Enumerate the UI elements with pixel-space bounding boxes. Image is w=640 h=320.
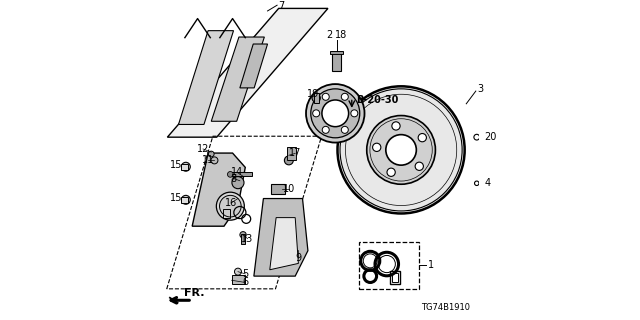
Bar (287, 147, 296, 160)
Text: 18: 18 (335, 30, 348, 40)
Bar (230, 172, 252, 176)
Circle shape (392, 122, 400, 130)
Bar (232, 275, 245, 284)
Circle shape (337, 86, 465, 213)
Circle shape (216, 192, 244, 220)
Bar (223, 209, 230, 218)
Circle shape (341, 126, 348, 133)
Circle shape (322, 100, 349, 127)
Circle shape (474, 181, 479, 186)
Circle shape (322, 126, 329, 133)
Circle shape (386, 135, 417, 165)
Polygon shape (179, 31, 234, 124)
Bar (359, 242, 419, 289)
Polygon shape (192, 153, 245, 226)
Text: 3: 3 (477, 84, 483, 94)
Text: 7: 7 (278, 1, 284, 11)
Circle shape (418, 133, 426, 142)
Polygon shape (270, 218, 298, 270)
Circle shape (211, 157, 218, 164)
Circle shape (306, 84, 365, 143)
Polygon shape (211, 37, 264, 121)
Circle shape (181, 196, 190, 204)
Circle shape (351, 110, 358, 117)
Text: 13: 13 (241, 234, 253, 244)
Text: 2: 2 (326, 30, 333, 40)
Text: TG74B1910: TG74B1910 (421, 303, 470, 312)
Text: 20: 20 (484, 132, 497, 142)
Circle shape (313, 110, 320, 117)
Circle shape (312, 94, 320, 102)
Text: 4: 4 (484, 178, 490, 188)
Polygon shape (168, 8, 328, 137)
Circle shape (341, 93, 348, 100)
Text: B-20-30: B-20-30 (356, 95, 399, 105)
Circle shape (284, 156, 293, 165)
Text: 12: 12 (197, 144, 209, 154)
Text: 5: 5 (242, 269, 248, 279)
Bar (271, 184, 285, 194)
Polygon shape (254, 198, 308, 276)
Circle shape (415, 162, 424, 171)
Bar (390, 271, 400, 284)
Text: 14: 14 (231, 167, 243, 178)
Bar (241, 234, 245, 244)
Circle shape (367, 116, 435, 184)
Circle shape (209, 151, 214, 157)
Text: 9: 9 (295, 253, 301, 263)
Text: 10: 10 (283, 184, 295, 194)
Polygon shape (240, 44, 268, 88)
Circle shape (240, 232, 246, 238)
Circle shape (181, 162, 190, 171)
Circle shape (234, 268, 241, 275)
Circle shape (220, 196, 241, 217)
Text: 8: 8 (230, 173, 237, 183)
Bar (181, 197, 188, 203)
Text: 16: 16 (225, 198, 237, 208)
Circle shape (322, 93, 329, 100)
Bar (330, 51, 343, 54)
Text: 11: 11 (202, 156, 214, 165)
Circle shape (372, 143, 381, 151)
Text: 15: 15 (170, 160, 182, 170)
Text: 19: 19 (307, 89, 319, 99)
Text: 1: 1 (428, 260, 433, 270)
Text: 6: 6 (242, 277, 248, 287)
Circle shape (232, 177, 244, 189)
Text: 15: 15 (170, 193, 182, 203)
Text: 17: 17 (289, 148, 301, 158)
Circle shape (227, 172, 233, 177)
Circle shape (474, 134, 479, 140)
Circle shape (387, 168, 396, 176)
Bar (392, 273, 397, 282)
Circle shape (311, 89, 360, 138)
Bar (181, 164, 188, 170)
Text: FR.: FR. (184, 288, 204, 298)
Bar (346, 106, 362, 122)
Bar (332, 53, 340, 71)
Bar (314, 93, 319, 103)
